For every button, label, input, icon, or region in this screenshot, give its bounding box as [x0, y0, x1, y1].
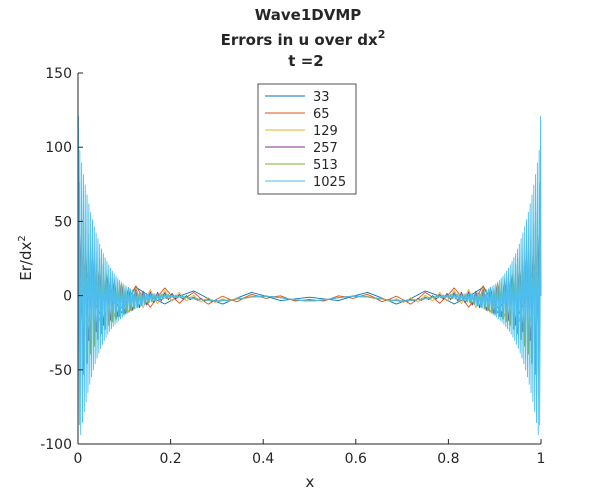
x-tick-label: 0.2 — [159, 451, 181, 467]
y-tick-label: -100 — [40, 437, 72, 453]
chart-title: Wave1DVMP — [255, 6, 362, 24]
y-axis-label-superscript: 2 — [17, 235, 28, 241]
series-line-1025 — [77, 115, 542, 436]
legend-label-513: 513 — [313, 158, 338, 173]
legend-label-257: 257 — [313, 141, 338, 156]
chart-time-label: t =2 — [288, 52, 323, 70]
y-tick-label: 150 — [45, 66, 72, 82]
y-axis-label: Er/dx2 — [17, 235, 35, 280]
chart-subtitle-superscript: 2 — [378, 28, 386, 41]
y-tick-label: 50 — [54, 214, 72, 230]
x-axis-ticks: 0 0.2 0.4 0.6 0.8 1 — [74, 439, 546, 467]
y-tick-label: 100 — [45, 140, 72, 156]
chart-subtitle: Errors in u over dx2 — [221, 28, 386, 49]
x-tick-label: 1 — [537, 451, 546, 467]
legend-box — [257, 83, 357, 195]
x-tick-label: 0.8 — [437, 451, 459, 467]
chart-subtitle-text: Errors in u over dx — [221, 31, 378, 49]
legend-label-1025: 1025 — [313, 175, 346, 190]
legend-items: 33 65 129 257 513 1025 — [265, 90, 346, 190]
x-tick-label: 0 — [74, 451, 83, 467]
y-axis-ticks: -100 -50 0 50 100 150 — [40, 66, 83, 453]
x-tick-label: 0.4 — [252, 451, 274, 467]
legend: 33 65 129 257 513 1025 — [257, 83, 357, 195]
y-axis-label-text: Er/dx — [17, 242, 35, 281]
legend-label-33: 33 — [313, 90, 330, 105]
legend-label-65: 65 — [313, 107, 330, 122]
y-tick-label: 0 — [63, 289, 72, 305]
x-axis-label: x — [306, 473, 315, 491]
y-tick-label: -50 — [49, 363, 72, 379]
x-tick-label: 0.6 — [345, 451, 367, 467]
legend-label-129: 129 — [313, 124, 338, 139]
series-lines — [77, 115, 542, 436]
